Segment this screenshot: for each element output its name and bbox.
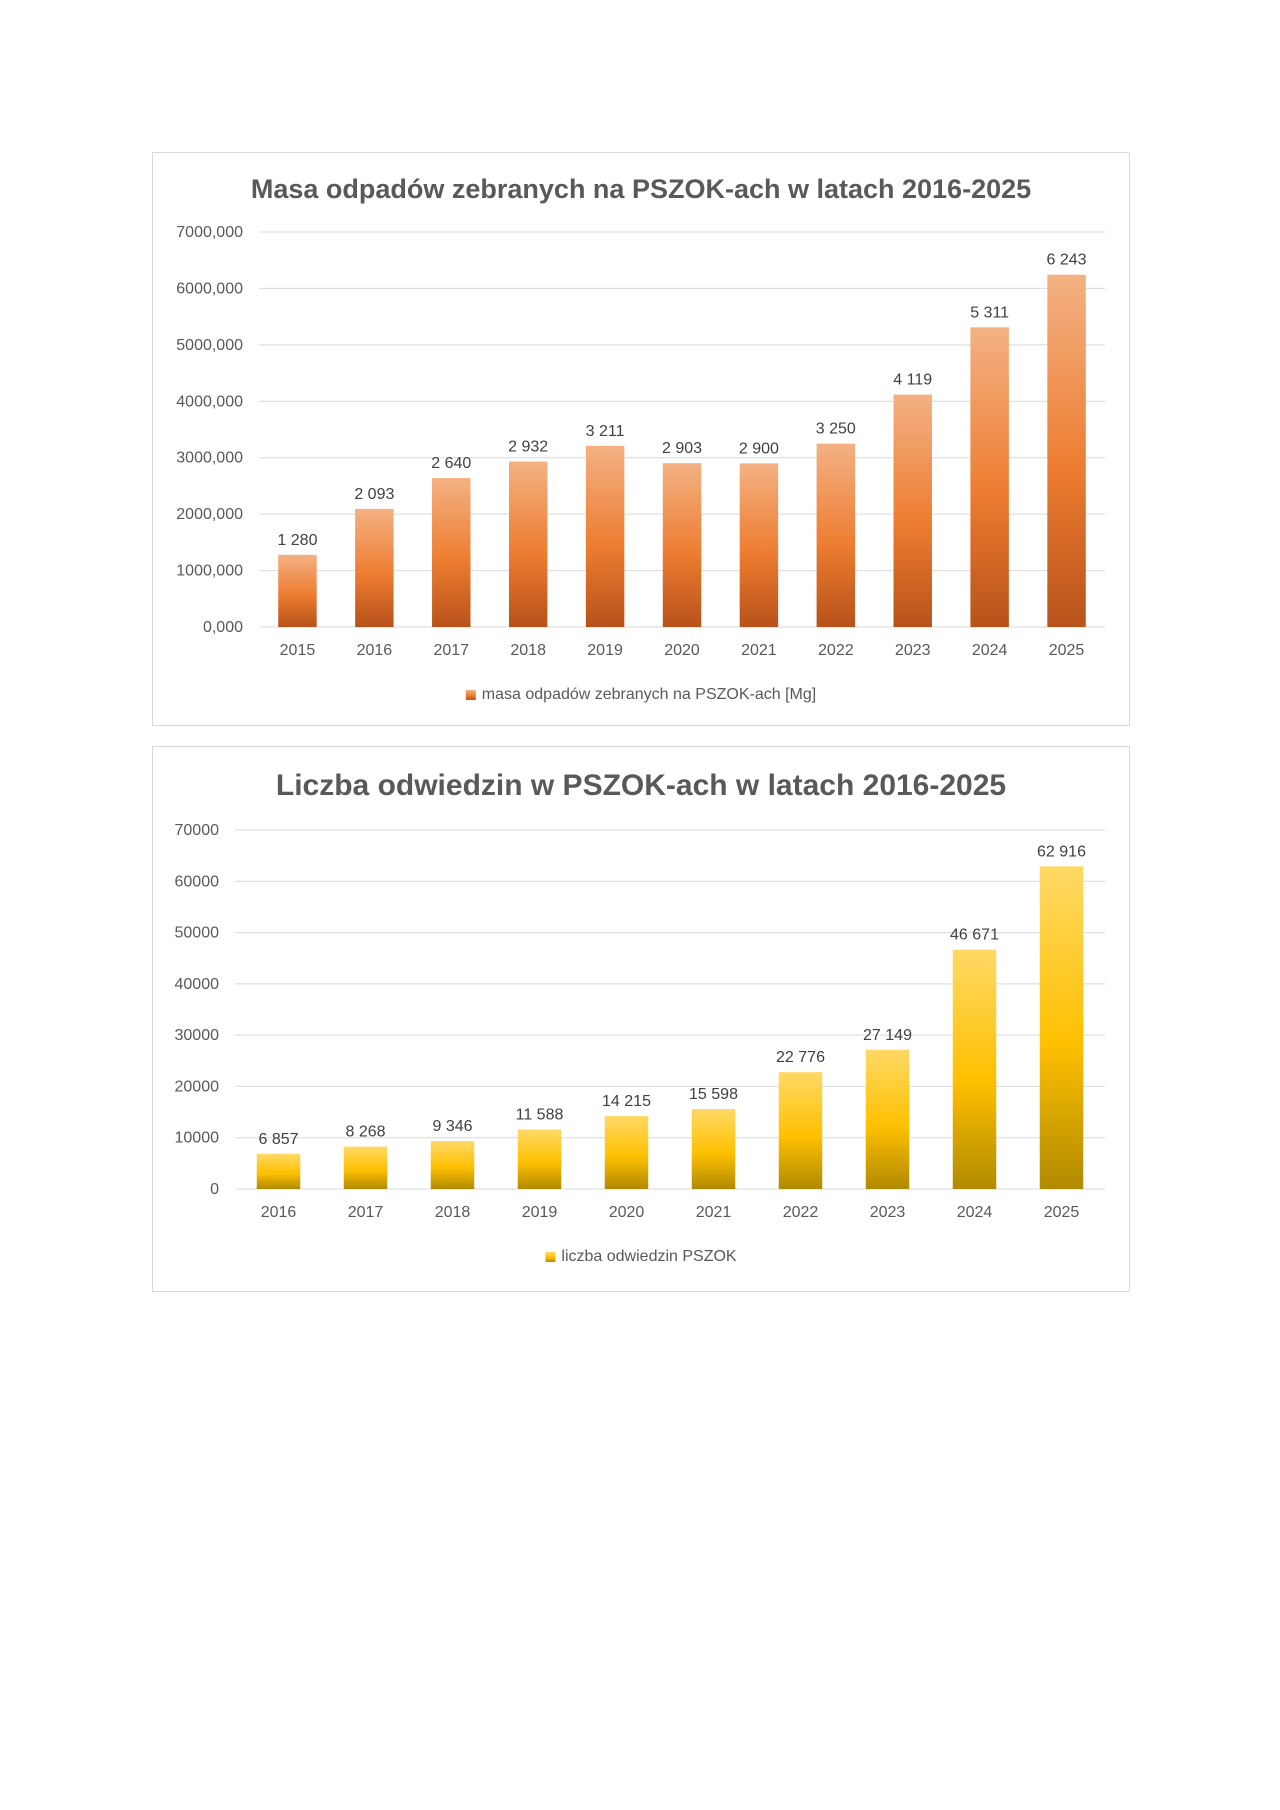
data-label-2022: 22 776 <box>776 1049 825 1066</box>
bar-2016 <box>256 1153 301 1189</box>
data-label-2019: 3 211 <box>586 423 625 440</box>
x-tick-label-2016: 2016 <box>261 1204 297 1221</box>
bar-2023 <box>893 394 932 627</box>
bar-2019 <box>585 445 625 627</box>
data-label-2024: 46 671 <box>950 927 999 944</box>
data-label-2017: 8 268 <box>345 1124 385 1141</box>
x-tick-label-2023: 2023 <box>870 1204 906 1221</box>
chart-title: Liczba odwiedzin w PSZOK-ach w latach 20… <box>276 769 1006 802</box>
y-tick-label: 1000,000 <box>176 563 243 580</box>
data-label-2023: 4 119 <box>893 372 932 389</box>
chart-panel-visits: Liczba odwiedzin w PSZOK-ach w latach 20… <box>152 746 1130 1292</box>
bar-2015 <box>278 554 317 627</box>
data-label-2019: 11 588 <box>516 1107 564 1124</box>
y-tick-label: 7000,000 <box>176 224 243 241</box>
y-tick-label: 4000,000 <box>176 393 243 410</box>
y-tick-label: 50000 <box>175 925 220 942</box>
legend-label: masa odpadów zebranych na PSZOK-ach [Mg] <box>482 686 816 703</box>
chart-visits: Liczba odwiedzin w PSZOK-ach w latach 20… <box>175 769 1105 1265</box>
x-tick-label-2015: 2015 <box>280 642 316 659</box>
chart-mass: Masa odpadów zebranych na PSZOK-ach w la… <box>176 174 1105 703</box>
data-label-2024: 5 311 <box>970 304 1009 321</box>
x-tick-label-2024: 2024 <box>972 642 1008 659</box>
bar-2016 <box>355 508 394 627</box>
data-label-2022: 3 250 <box>816 421 856 438</box>
x-tick-label-2022: 2022 <box>818 642 854 659</box>
x-tick-label-2025: 2025 <box>1049 642 1085 659</box>
data-label-2018: 9 346 <box>432 1118 472 1135</box>
y-tick-label: 6000,000 <box>176 280 243 297</box>
chart-panel-mass: Masa odpadów zebranych na PSZOK-ach w la… <box>152 152 1130 726</box>
x-tick-label-2019: 2019 <box>522 1204 558 1221</box>
y-tick-label: 30000 <box>175 1027 220 1044</box>
x-tick-label-2020: 2020 <box>609 1204 645 1221</box>
y-tick-label: 0 <box>210 1181 219 1198</box>
data-label-2020: 2 903 <box>662 440 702 457</box>
data-label-2017: 2 640 <box>431 455 471 472</box>
data-label-2025: 6 243 <box>1047 252 1087 269</box>
bar-2018 <box>508 461 548 627</box>
bar-2021 <box>691 1109 736 1189</box>
bar-2024 <box>970 327 1009 627</box>
x-tick-label-2021: 2021 <box>696 1204 732 1221</box>
data-label-2025: 62 916 <box>1037 843 1086 860</box>
x-tick-label-2025: 2025 <box>1044 1204 1080 1221</box>
bar-2020 <box>604 1116 649 1189</box>
x-tick-label-2018: 2018 <box>510 642 546 659</box>
bar-2022 <box>778 1072 823 1189</box>
bar-2020 <box>662 463 702 627</box>
x-tick-label-2024: 2024 <box>957 1204 993 1221</box>
bar-2022 <box>816 443 856 627</box>
x-tick-label-2017: 2017 <box>348 1204 384 1221</box>
y-tick-label: 0,000 <box>203 619 243 636</box>
bar-2025 <box>1039 866 1084 1189</box>
x-tick-label-2023: 2023 <box>895 642 931 659</box>
y-tick-label: 60000 <box>175 873 220 890</box>
legend-swatch <box>545 1252 556 1262</box>
x-tick-label-2021: 2021 <box>741 642 777 659</box>
chart-title: Masa odpadów zebranych na PSZOK-ach w la… <box>251 174 1031 204</box>
bar-2017 <box>432 478 471 627</box>
bar-2017 <box>343 1146 388 1189</box>
y-tick-label: 2000,000 <box>176 506 243 523</box>
data-label-2016: 2 093 <box>354 486 394 503</box>
data-label-2016: 6 857 <box>258 1131 298 1148</box>
y-tick-label: 10000 <box>175 1130 220 1147</box>
bar-2024 <box>952 949 997 1189</box>
data-label-2021: 2 900 <box>739 440 779 457</box>
data-label-2018: 2 932 <box>508 439 548 456</box>
data-label-2021: 15 598 <box>689 1086 738 1103</box>
x-tick-label-2020: 2020 <box>664 642 700 659</box>
x-tick-label-2022: 2022 <box>783 1204 819 1221</box>
bar-2025 <box>1047 274 1086 627</box>
x-tick-label-2019: 2019 <box>587 642 623 659</box>
data-label-2023: 27 149 <box>863 1027 912 1044</box>
bar-2021 <box>739 463 779 627</box>
legend-swatch <box>465 690 476 700</box>
x-tick-label-2016: 2016 <box>357 642 393 659</box>
data-label-2020: 14 215 <box>602 1093 651 1110</box>
data-label-2015: 1 280 <box>277 532 317 549</box>
y-tick-label: 3000,000 <box>176 450 243 467</box>
y-tick-label: 40000 <box>175 976 220 993</box>
legend-label: liczba odwiedzin PSZOK <box>561 1248 737 1265</box>
x-tick-label-2017: 2017 <box>433 642 469 659</box>
y-tick-label: 20000 <box>175 1078 220 1095</box>
bar-2018 <box>430 1141 475 1189</box>
x-tick-label-2018: 2018 <box>435 1204 471 1221</box>
y-tick-label: 5000,000 <box>176 337 243 354</box>
y-tick-label: 70000 <box>175 822 220 839</box>
bar-2019 <box>517 1129 562 1189</box>
bar-2023 <box>865 1049 910 1189</box>
